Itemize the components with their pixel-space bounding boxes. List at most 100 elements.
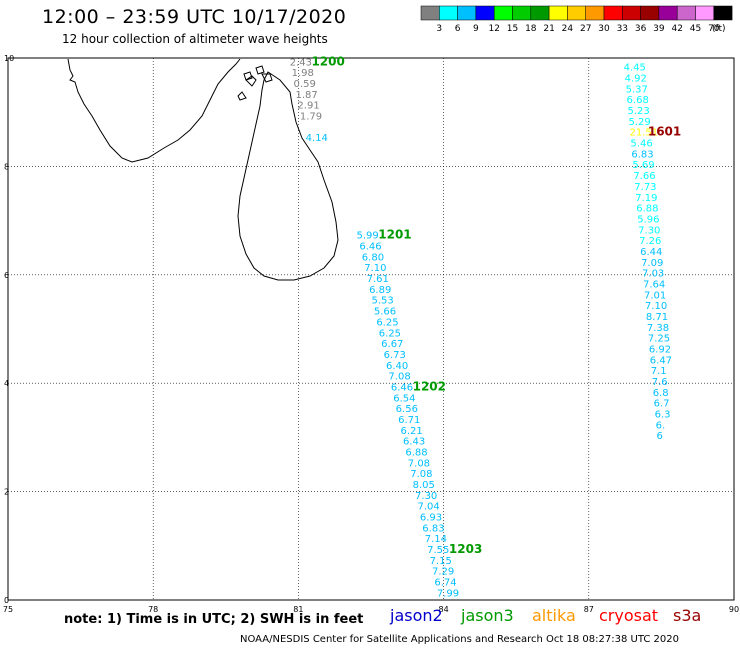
- legend-swatch: [695, 5, 715, 21]
- satellite-name-altika: altika: [532, 606, 576, 625]
- x-tick-label: 81: [293, 605, 303, 614]
- legend-label: 45: [690, 24, 701, 34]
- wave-height-label: 5.29: [628, 117, 650, 128]
- legend-label: 9: [473, 24, 479, 34]
- wave-height-label: 5.69: [632, 160, 654, 171]
- legend-label: 42: [671, 24, 682, 34]
- x-tick-label: 84: [439, 605, 449, 614]
- legend-swatch: [658, 5, 678, 21]
- wave-height-label: 6.83: [631, 149, 653, 160]
- wave-height-label: 6.25: [376, 317, 398, 328]
- wave-height-label: 6.74: [434, 578, 456, 589]
- wave-height-label: 5.53: [371, 296, 393, 307]
- satellite-name-jason2: jason2: [390, 606, 443, 625]
- wave-height-label: 6.54: [393, 393, 415, 404]
- jaffna-islands: [237, 65, 265, 101]
- wave-height-label: 7.15: [430, 556, 452, 567]
- x-tick-label: 75: [3, 605, 13, 614]
- wave-height-label: 5.23: [628, 106, 650, 117]
- wave-height-label: 7.73: [634, 182, 656, 193]
- wave-height-label: 7.08: [388, 372, 410, 383]
- wave-height-label: 6.71: [398, 415, 420, 426]
- wave-height-label: 6.40: [386, 361, 408, 372]
- wave-height-label: 1.98: [292, 68, 314, 79]
- footer-credit: NOAA/NESDIS Center for Satellite Applica…: [240, 634, 679, 645]
- wave-height-label: 6.: [656, 420, 666, 431]
- wave-height-label: 7.64: [643, 279, 665, 290]
- satellite-name-s3a: s3a: [673, 606, 702, 625]
- wave-height-label: 5.37: [626, 84, 648, 95]
- satellite-name-jason3: jason3: [461, 606, 514, 625]
- wave-height-label: 7.10: [645, 301, 667, 312]
- wave-height-label: 6.92: [649, 345, 671, 356]
- wave-height-label: 6.7: [654, 399, 670, 410]
- wave-height-label: 6.68: [627, 95, 649, 106]
- wave-height-label: 6.80: [362, 252, 384, 263]
- wave-height-label: 4.92: [625, 74, 647, 85]
- wave-height-label: 7.09: [641, 258, 663, 269]
- track-time-label: 1601: [648, 125, 681, 139]
- page-title: 12:00 – 23:59 UTC 10/17/2020: [42, 6, 347, 28]
- wave-height-label: 6.56: [396, 404, 418, 415]
- map-frame: [7, 57, 735, 601]
- wave-height-label: 7.6: [652, 377, 668, 388]
- legend-label: 15: [507, 24, 518, 34]
- legend-label: 27: [580, 24, 591, 34]
- legend-label: 18: [525, 24, 537, 34]
- legend-swatch: [530, 5, 550, 21]
- legend-swatch: [493, 5, 513, 21]
- wave-height-label: 4.14: [306, 133, 328, 144]
- wave-height-label: 6.3: [655, 410, 671, 421]
- wave-height-label: 2.43: [290, 57, 312, 68]
- axis-ticks: 75 78 81 84 87 90 10 8 6 4 2 0: [3, 54, 739, 614]
- altimeter-observations: 2.431.980.591.872.911.794.1412005.996.46…: [290, 54, 682, 599]
- wave-height-label: 7.29: [432, 567, 454, 578]
- wave-height-label: 5.96: [637, 214, 659, 225]
- legend-label: 3: [436, 24, 442, 34]
- page-subtitle: 12 hour collection of altimeter wave hei…: [62, 32, 328, 46]
- wave-height-label: 7.66: [633, 171, 655, 182]
- wave-height-label: 6.46: [391, 382, 413, 393]
- wave-height-label: 6.67: [381, 339, 403, 350]
- legend-swatch: [676, 5, 696, 21]
- wave-height-label: 6.83: [422, 523, 444, 534]
- wave-height-label: 7.30: [638, 225, 660, 236]
- legend-swatch: [475, 5, 495, 21]
- y-tick-label: 6: [4, 271, 9, 280]
- x-tick-label: 87: [584, 605, 594, 614]
- y-tick-label: 2: [4, 488, 9, 497]
- wave-height-label: 7.38: [647, 323, 669, 334]
- legend-label: 70: [708, 24, 720, 34]
- legend-swatch: [567, 5, 586, 21]
- legend-swatch: [603, 5, 623, 21]
- wave-height-label: 1.87: [295, 90, 317, 101]
- color-legend: 3 6 9 12 15 18 21 24 27 30 33 36 39 42 45 70: [420, 5, 733, 34]
- track-time-label: 1203: [449, 542, 482, 556]
- wave-height-label: 21.51: [629, 128, 658, 139]
- legend-label: 24: [562, 24, 574, 34]
- wave-height-label: 6: [657, 431, 663, 442]
- india-coastline: [67, 58, 241, 163]
- wave-height-label: 6.88: [636, 204, 658, 215]
- wave-height-label: 6.89: [369, 285, 391, 296]
- legend-swatch: [640, 5, 660, 21]
- wave-height-label: 7.01: [644, 290, 666, 301]
- wave-height-label: 7.08: [410, 469, 432, 480]
- wave-height-label: 5.99: [356, 231, 378, 242]
- legend-swatch: [512, 5, 532, 21]
- wave-height-label: 1.79: [300, 111, 322, 122]
- wave-height-label: 7.14: [425, 534, 447, 545]
- wave-height-label: 8.05: [413, 480, 435, 491]
- y-tick-label: 4: [4, 379, 9, 388]
- wave-height-label: 7.25: [648, 334, 670, 345]
- y-tick-label: 0: [4, 596, 9, 605]
- wave-height-label: 0.59: [294, 79, 316, 90]
- map-grid: [8, 58, 734, 600]
- x-tick-label: 90: [729, 605, 739, 614]
- x-tick-label: 78: [148, 605, 158, 614]
- legend-swatch: [548, 5, 568, 21]
- legend-label: 30: [598, 24, 610, 34]
- y-tick-label: 8: [4, 162, 9, 171]
- legend-swatch: [420, 5, 440, 21]
